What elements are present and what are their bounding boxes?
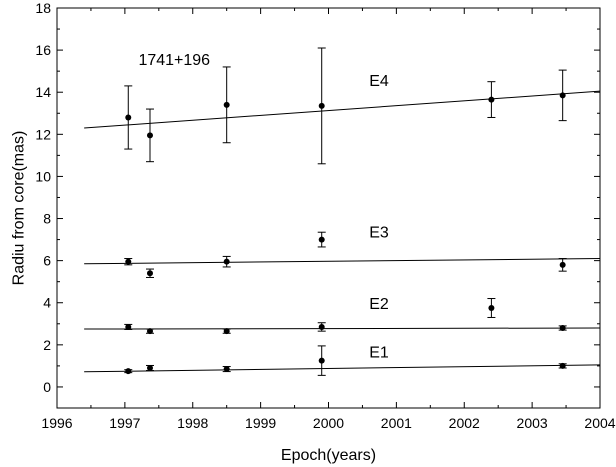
data-point-e3 [317, 231, 326, 248]
point-marker [318, 102, 325, 109]
y-tick-label: 18 [35, 0, 51, 16]
x-tick-label: 2003 [517, 415, 548, 431]
point-marker [223, 258, 230, 265]
point-marker [559, 261, 566, 268]
point-marker [146, 328, 153, 335]
data-point-e2 [558, 325, 567, 331]
point-marker [318, 236, 325, 243]
point-marker [125, 323, 132, 330]
y-tick-label: 16 [35, 42, 51, 58]
data-point-e4 [145, 108, 154, 163]
point-marker [559, 362, 566, 369]
y-tick-label: 14 [35, 84, 51, 100]
y-tick-label: 6 [43, 253, 51, 269]
point-marker [146, 132, 153, 139]
point-marker [559, 92, 566, 99]
annotations: 1741+196 E4 E3 E2 E1 [138, 52, 388, 362]
data-point-e2 [317, 322, 326, 332]
axis-ticks: 1996 1997 1998 1999 2000 2001 2002 2003 2004 0 2 4 6… [35, 0, 615, 431]
data-point-e3 [124, 258, 133, 266]
annotation-label: E1 [369, 344, 389, 361]
x-axis-title: Epoch(years) [281, 447, 376, 464]
data-point-e3 [558, 258, 567, 272]
data-point-e2 [222, 328, 231, 335]
x-tick-label: 1997 [109, 415, 140, 431]
y-tick-label: 2 [43, 337, 51, 353]
fit-line-e3 [84, 258, 601, 265]
fit-lines [84, 90, 601, 373]
fit-line-e1 [84, 364, 601, 373]
data-point-e1 [124, 368, 133, 375]
y-tick-label: 12 [35, 126, 51, 142]
data-point-e4 [124, 85, 133, 150]
annotation-label: E4 [369, 73, 389, 90]
point-marker [223, 366, 230, 373]
data-point-e1 [317, 345, 326, 376]
data-points [124, 47, 567, 376]
y-tick-label: 8 [43, 211, 51, 227]
y-axis-title: Radiu from core(mas) [11, 131, 28, 286]
point-marker [559, 325, 566, 331]
data-point-e3 [222, 255, 231, 268]
x-tick-label: 2002 [449, 415, 480, 431]
y-tick-label: 4 [43, 295, 51, 311]
point-marker [488, 96, 495, 103]
x-tick-label: 1999 [245, 415, 276, 431]
y-tick-label: 10 [35, 168, 51, 184]
x-tick-label: 2001 [381, 415, 412, 431]
x-tick-label: 1998 [177, 415, 208, 431]
data-point-e2 [487, 298, 496, 318]
fit-line-e4 [84, 90, 601, 129]
point-marker [125, 368, 132, 375]
point-marker [125, 258, 132, 265]
x-tick-label: 1996 [41, 415, 72, 431]
x-tick-label: 2004 [584, 415, 615, 431]
point-marker [318, 357, 325, 364]
annotation-label: E2 [369, 296, 389, 313]
data-point-e4 [222, 66, 231, 144]
data-point-e4 [558, 69, 567, 122]
y-tick-label: 0 [43, 379, 51, 395]
point-marker [146, 270, 153, 277]
point-marker [488, 305, 495, 311]
data-point-e3 [145, 268, 154, 278]
point-marker [146, 365, 153, 371]
data-point-e1 [222, 366, 231, 373]
data-point-e2 [124, 323, 133, 330]
data-point-e4 [487, 81, 496, 118]
data-point-e4 [317, 47, 326, 165]
point-marker [223, 101, 230, 108]
x-tick-label: 2000 [313, 415, 344, 431]
point-marker [223, 328, 230, 335]
point-marker [125, 114, 132, 121]
fit-line-e2 [84, 327, 601, 330]
annotation-label: 1741+196 [138, 52, 210, 69]
annotation-label: E3 [369, 224, 389, 241]
data-point-e2 [145, 328, 154, 335]
data-point-e1 [558, 362, 567, 369]
point-marker [318, 323, 325, 330]
data-point-e1 [145, 364, 154, 372]
